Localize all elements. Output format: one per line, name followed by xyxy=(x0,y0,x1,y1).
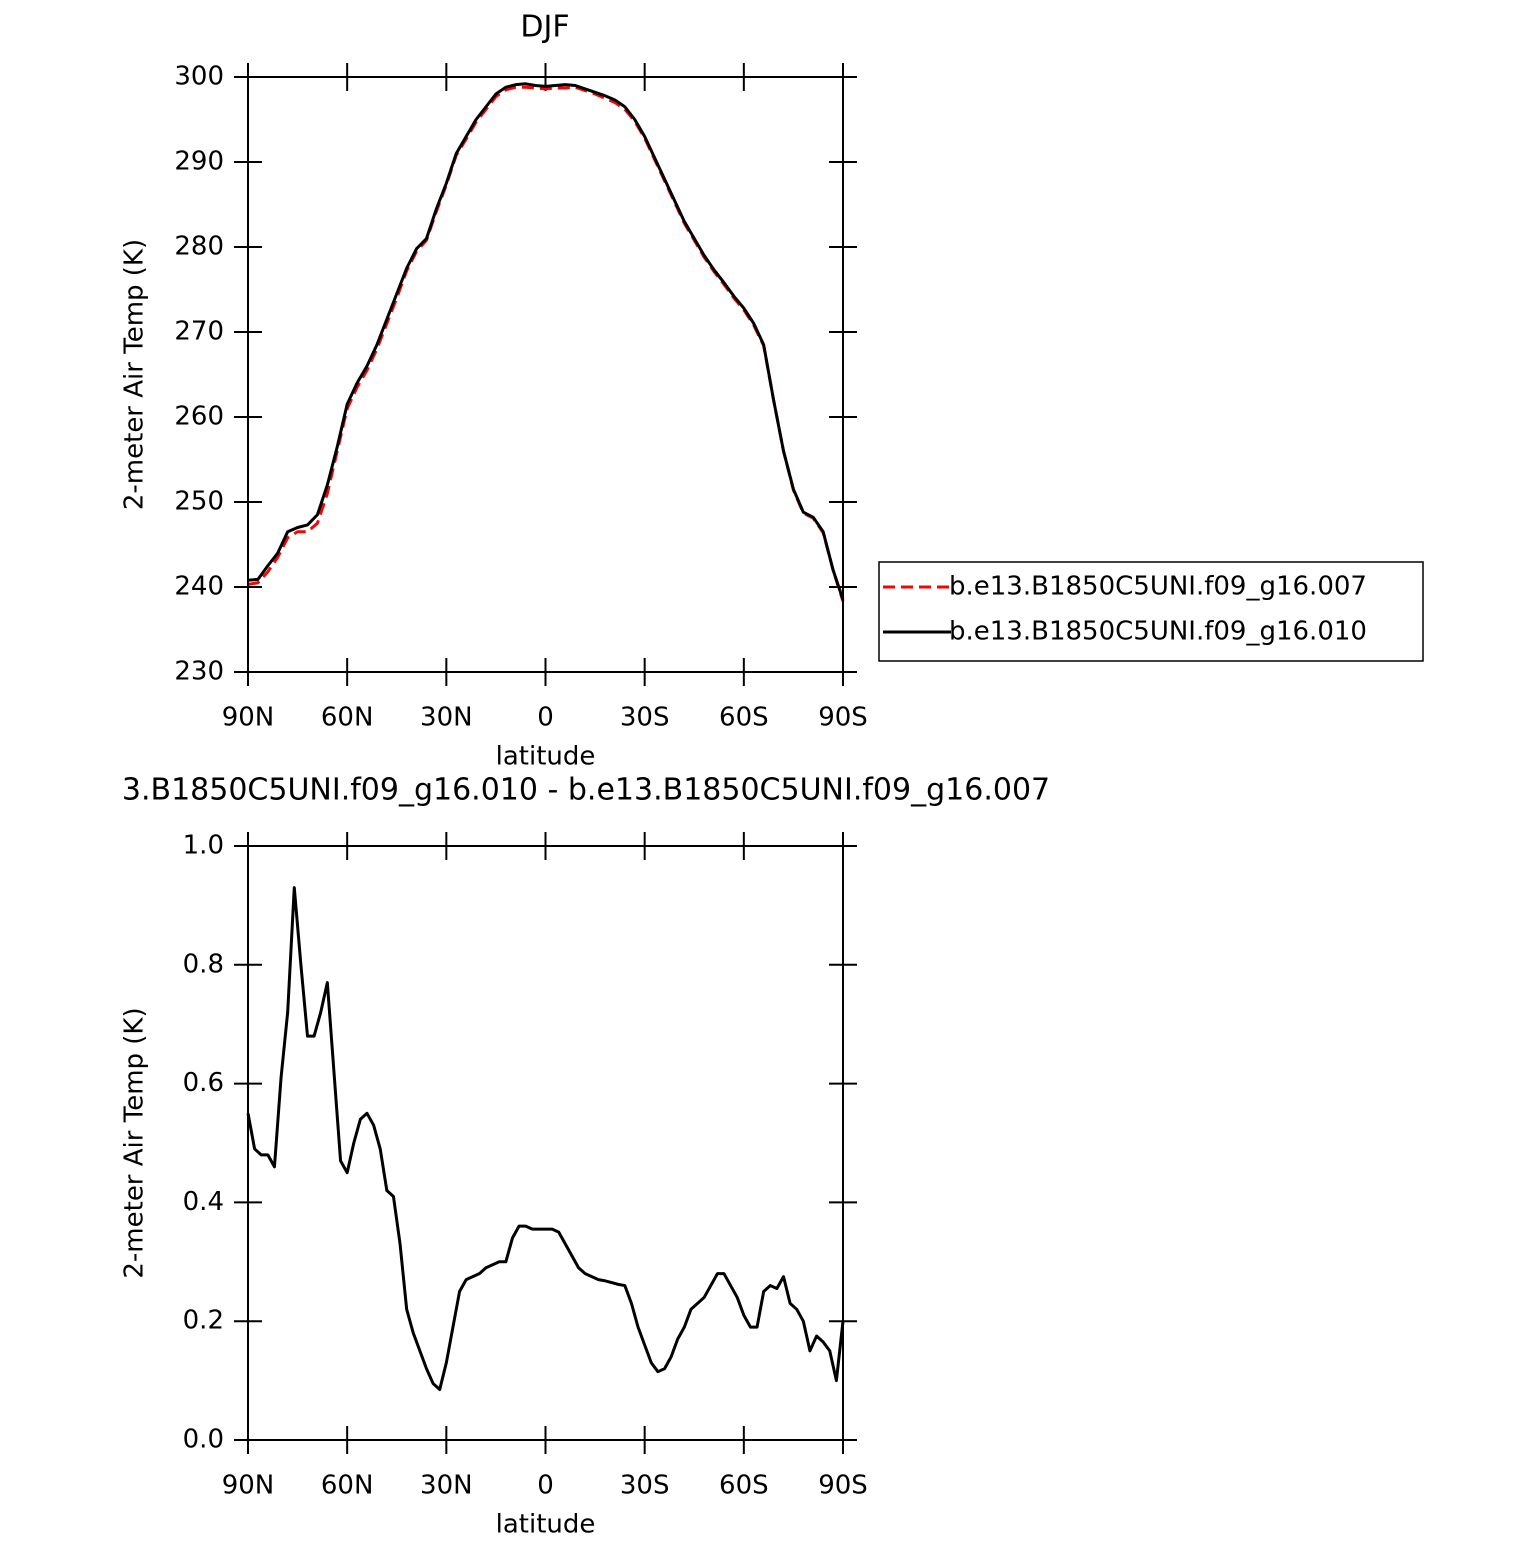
x-tick-label: 30S xyxy=(620,1471,670,1501)
y-tick-label: 300 xyxy=(174,62,224,92)
y-tick-label: 250 xyxy=(174,487,224,517)
data-line xyxy=(247,82,845,601)
y-tick-label: 0.8 xyxy=(183,949,224,979)
x-tick-label: 60N xyxy=(321,703,374,733)
x-tick-label: 30S xyxy=(620,703,670,733)
x-tick-label: 0 xyxy=(537,703,554,733)
y-tick-label: 240 xyxy=(174,572,224,602)
y-tick-label: 260 xyxy=(174,402,224,432)
x-tick-label: 60N xyxy=(321,1471,374,1501)
y-tick-label: 1.0 xyxy=(183,831,224,861)
chart-title: DJF xyxy=(520,10,569,45)
legend-label: b.e13.B1850C5UNI.f09_g16.010 xyxy=(949,617,1367,647)
data-line xyxy=(246,886,845,1392)
plot-frame xyxy=(247,76,844,673)
y-tick-label: 230 xyxy=(174,657,224,687)
y-tick-label: 0.0 xyxy=(183,1425,224,1455)
x-tick-label: 60S xyxy=(719,1471,769,1501)
legend-label: b.e13.B1850C5UNI.f09_g16.007 xyxy=(949,572,1367,602)
y-tick-label: 270 xyxy=(174,317,224,347)
x-axis-label: latitude xyxy=(496,1510,596,1540)
x-tick-label: 60S xyxy=(719,703,769,733)
x-tick-label: 90S xyxy=(818,703,868,733)
chart-title: 3.B1850C5UNI.f09_g16.010 - b.e13.B1850C5… xyxy=(122,773,1050,808)
x-tick-label: 90S xyxy=(818,1471,868,1501)
x-axis-label: latitude xyxy=(496,742,596,772)
y-axis-label: 2-meter Air Temp (K) xyxy=(120,1007,150,1278)
y-tick-label: 0.4 xyxy=(183,1187,224,1217)
x-tick-label: 30N xyxy=(420,703,473,733)
y-tick-label: 280 xyxy=(174,232,224,262)
x-tick-label: 0 xyxy=(537,1471,554,1501)
y-tick-label: 290 xyxy=(174,147,224,177)
x-tick-label: 90N xyxy=(222,703,275,733)
legend-box xyxy=(878,561,1424,662)
data-line xyxy=(247,85,845,602)
y-tick-label: 0.6 xyxy=(183,1068,224,1098)
x-tick-label: 30N xyxy=(420,1471,473,1501)
y-axis-label: 2-meter Air Temp (K) xyxy=(120,239,150,510)
y-tick-label: 0.2 xyxy=(183,1306,224,1336)
plot-frame xyxy=(247,845,844,1441)
x-tick-label: 90N xyxy=(222,1471,275,1501)
